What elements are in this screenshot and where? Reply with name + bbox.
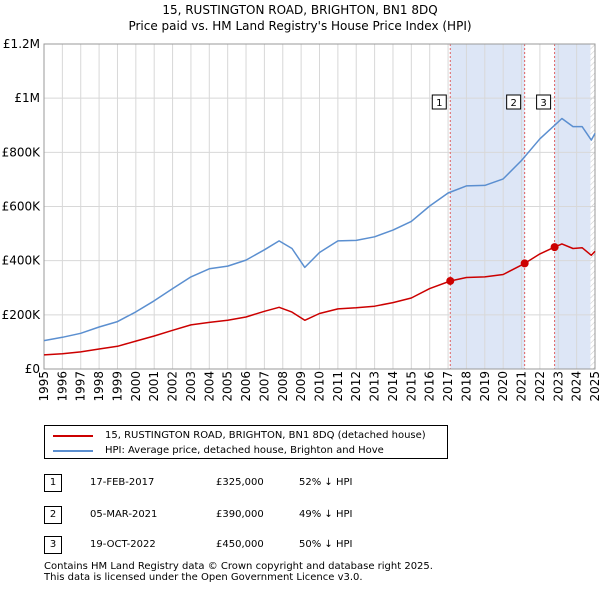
sale-price: £450,000 [216,539,264,550]
x-tick-label: 1998 [92,371,106,402]
sale-number-badge: 1 [44,474,62,492]
x-tick-label: 2012 [349,371,363,402]
sale-point [520,259,529,268]
x-tick-label: 2023 [551,371,565,402]
sale-price: £325,000 [216,477,264,488]
sale-hpi-diff: 50% ↓ HPI [299,539,353,550]
x-tick-label: 2020 [496,371,510,402]
sale-number-box [506,94,522,110]
legend-label-price: 15, RUSTINGTON ROAD, BRIGHTON, BN1 8DQ (… [105,430,426,441]
x-tick-label: 2001 [147,371,161,402]
x-tick-label: 2000 [129,371,143,402]
x-tick-label: 2006 [239,371,253,402]
x-tick-label: 2010 [313,371,327,402]
sale-number-box [431,94,447,110]
y-tick-label: £200K [2,308,42,322]
sale-date: 19-OCT-2022 [90,539,156,550]
x-tick-label: 2018 [459,371,473,402]
x-tick-label: 2015 [404,371,418,402]
hpi-line [43,117,596,342]
legend-swatch-hpi [53,450,93,452]
sale-date: 05-MAR-2021 [90,509,158,520]
x-tick-label: 2024 [570,371,584,402]
legend-swatch-price [53,435,93,437]
attribution-line2: This data is licensed under the Open Gov… [44,572,363,583]
sale-point [446,276,455,285]
x-tick-label: 2004 [202,371,216,402]
x-tick-label: 2013 [368,371,382,402]
x-tick-label: 2025 [588,371,600,402]
sale-number-label: 3 [540,98,546,109]
x-tick-label: 2009 [294,371,308,402]
chart-legend: 15, RUSTINGTON ROAD, BRIGHTON, BN1 8DQ (… [44,425,448,459]
sale-number-box [536,94,552,110]
x-tick-label: 2017 [441,371,455,402]
sale-date: 17-FEB-2017 [90,477,155,488]
sale-point [550,243,559,252]
x-tick-label: 2003 [184,371,198,402]
y-tick-label: £800K [2,145,42,159]
sale-hpi-diff: 52% ↓ HPI [299,477,353,488]
x-tick-label: 2021 [515,371,529,402]
x-tick-label: 2002 [166,371,180,402]
x-tick-label: 2019 [478,371,492,402]
y-tick-label: £1M [14,91,40,105]
x-tick-label: 2016 [423,371,437,402]
x-tick-label: 2007 [257,371,271,402]
chart-title-line1: 15, RUSTINGTON ROAD, BRIGHTON, BN1 8DQ [162,3,438,17]
attribution-line1: Contains HM Land Registry data © Crown c… [44,561,433,572]
sale-number-badge: 2 [44,506,62,524]
chart-title-line2: Price paid vs. HM Land Registry's House … [128,19,472,33]
y-tick-label: £400K [2,254,42,268]
sale-hpi-diff: 49% ↓ HPI [299,509,353,520]
chart-title: 15, RUSTINGTON ROAD, BRIGHTON, BN1 8DQ P… [0,2,600,34]
plot-frame [43,43,596,370]
x-tick-label: 2014 [386,371,400,402]
price-chart: £0 £200K £400K £600K £800K £1M £1.2M 1995 1996 19… [2,37,600,402]
y-tick-label: £1.2M [3,37,40,51]
x-tick-label: 2011 [331,371,345,402]
y-tick-label: £600K [2,200,42,214]
y-tick-label: £0 [25,362,40,376]
price-paid-line [43,243,596,356]
x-tick-label: 2022 [533,371,547,402]
sale-number-label: 2 [510,98,516,109]
sale-number-label: 1 [436,98,442,109]
sale-price: £390,000 [216,509,264,520]
x-tick-label: 1995 [37,371,51,402]
x-tick-label: 2008 [276,371,290,402]
x-tick-label: 2005 [221,371,235,402]
x-tick-label: 1999 [110,371,124,402]
x-tick-label: 1997 [74,371,88,402]
sale-number-badge: 3 [44,536,62,554]
x-tick-label: 1996 [55,371,69,402]
attribution-footer: Contains HM Land Registry data © Crown c… [44,561,433,583]
legend-label-hpi: HPI: Average price, detached house, Brig… [105,445,384,456]
